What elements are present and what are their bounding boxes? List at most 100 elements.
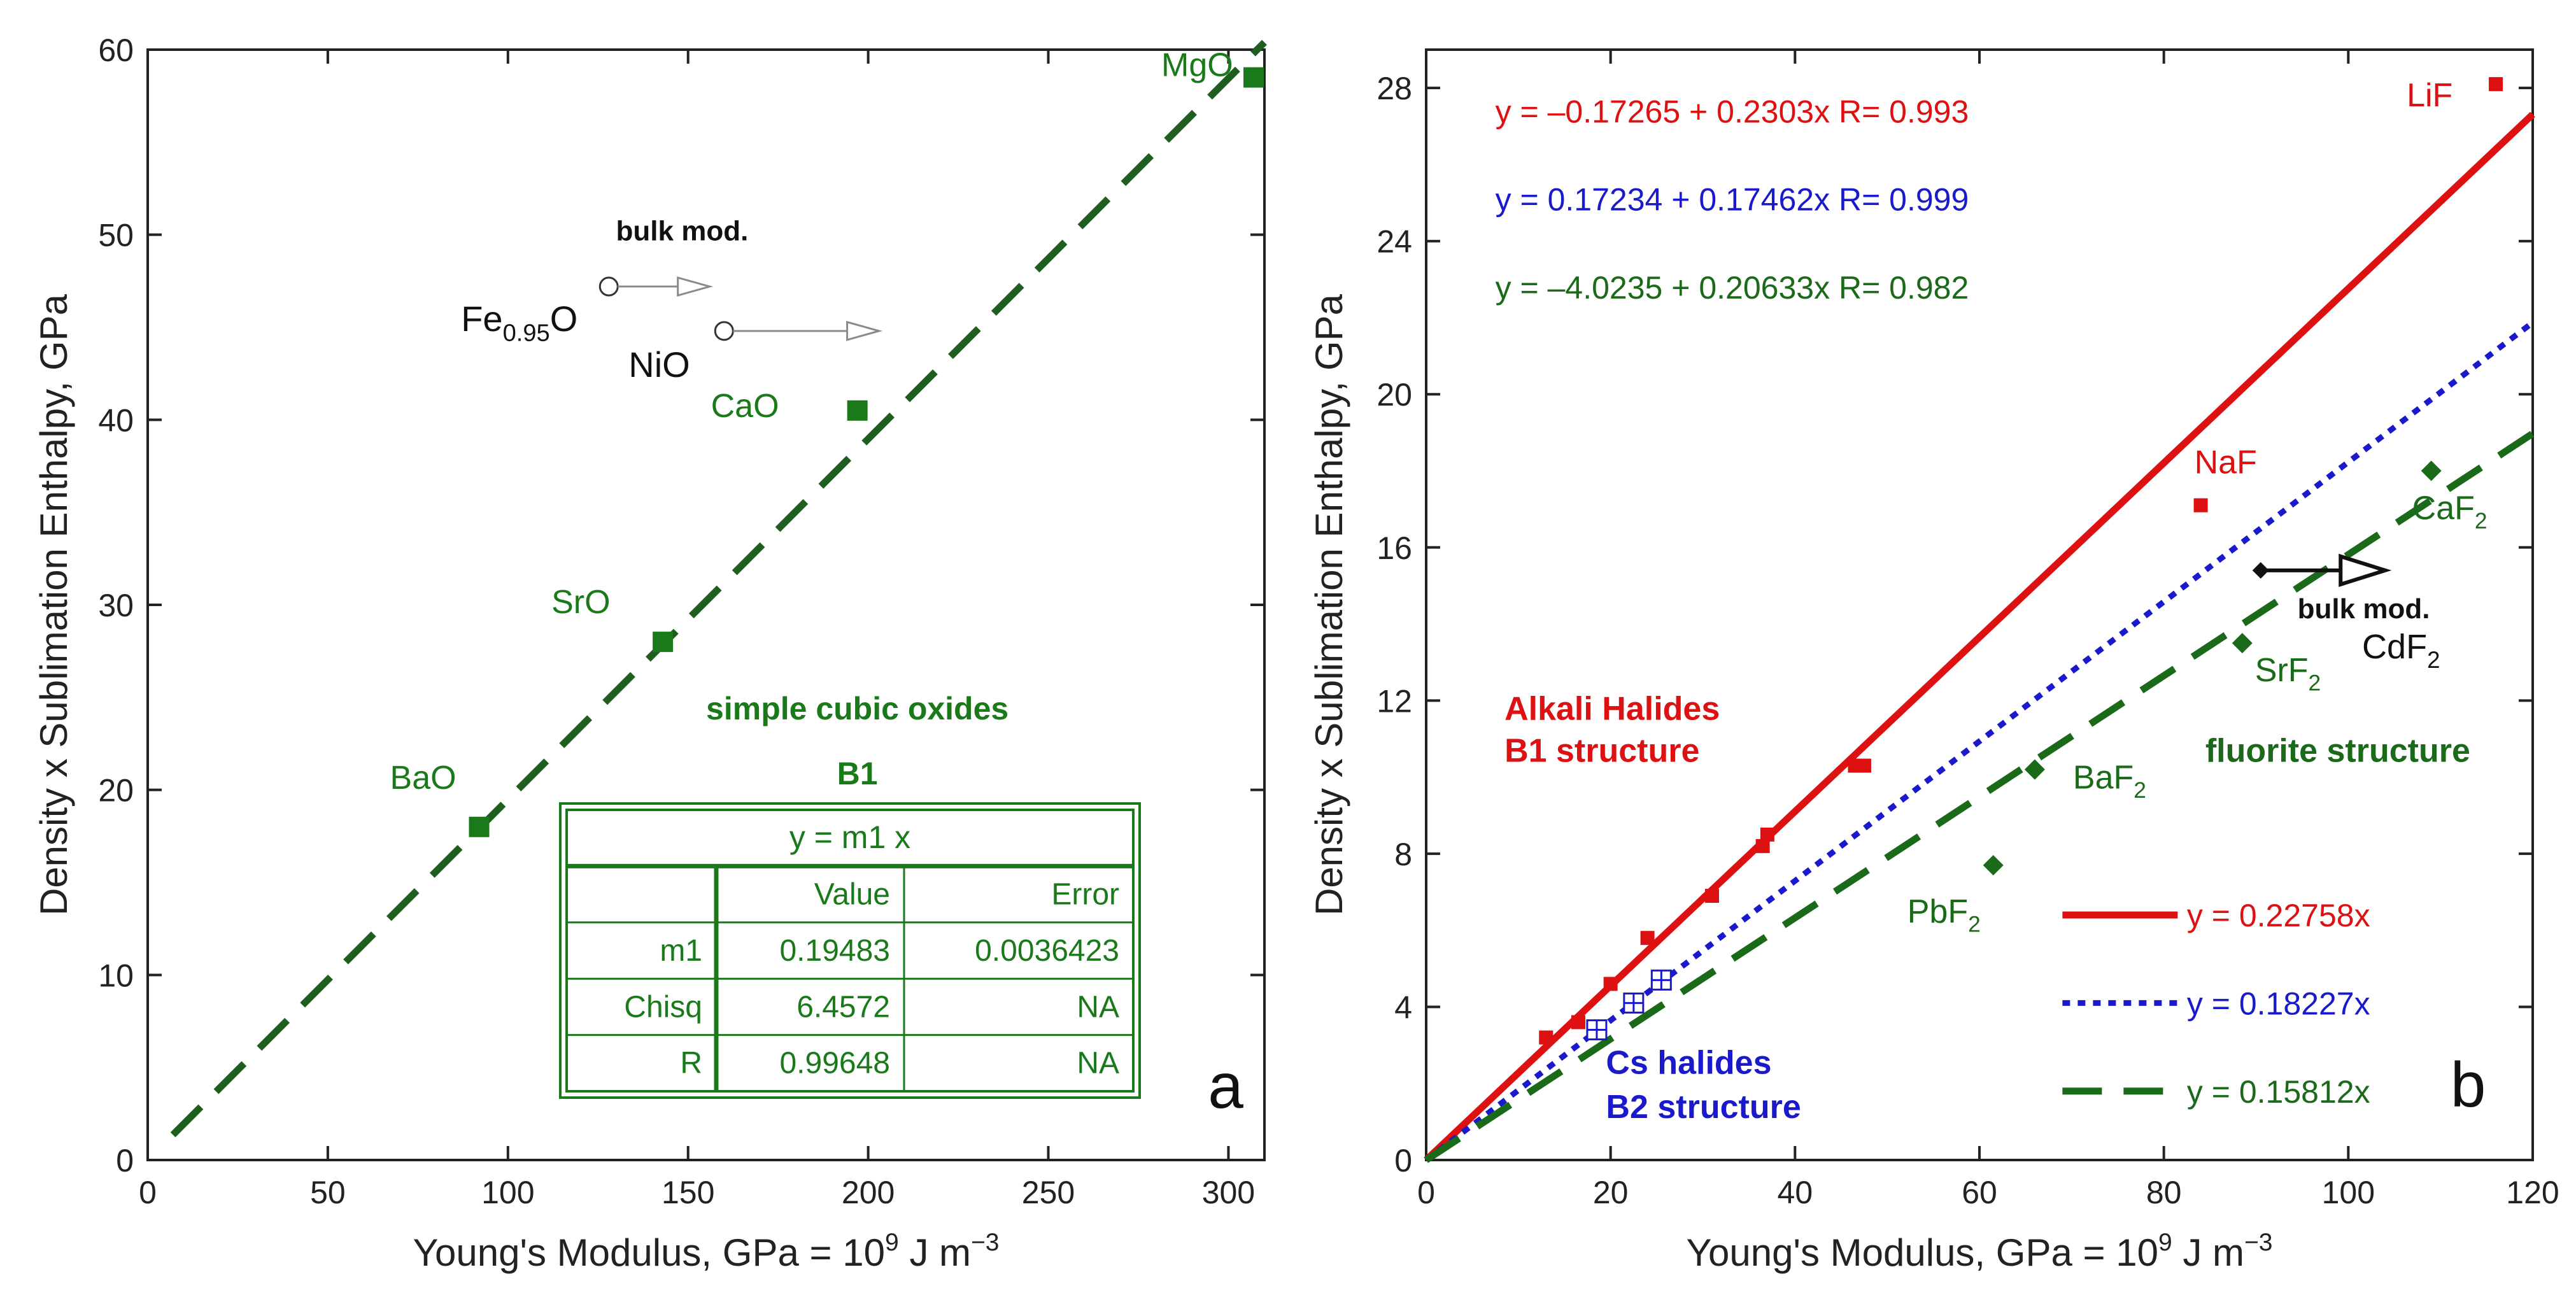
data-point <box>1760 827 1774 842</box>
data-point <box>1586 1019 1608 1041</box>
fit-table-cell: NA <box>1077 1047 1119 1080</box>
data-point <box>1623 992 1645 1014</box>
y-tick-label: 12 <box>1376 683 1412 719</box>
point-label: LiF <box>2407 77 2452 114</box>
y-tick-label: 4 <box>1394 989 1412 1025</box>
y-tick-label: 0 <box>1394 1143 1412 1178</box>
data-point <box>1539 1030 1553 1045</box>
x-axis-label: Young's Modulus, GPa = 109 J m−3 <box>413 1229 1000 1274</box>
data-point <box>1704 889 1719 903</box>
data-point <box>1603 977 1618 991</box>
y-tick-label: 16 <box>1376 530 1412 566</box>
group-title: Alkali Halides <box>1504 690 1720 727</box>
group-title: simple cubic oxides <box>706 691 1008 726</box>
fit-table-cell: 0.0036423 <box>975 934 1119 968</box>
y-tick-label: 20 <box>1376 377 1412 413</box>
data-point <box>1243 67 1264 88</box>
point-label: PbF2 <box>1907 893 1981 937</box>
open-point <box>598 276 619 297</box>
data-point <box>1650 969 1672 991</box>
fit-table-cell: R <box>680 1047 702 1080</box>
legend-label: y = 0.15812x <box>2187 1074 2370 1110</box>
data-point <box>1571 1015 1585 1030</box>
panel-letter: b <box>2451 1049 2486 1121</box>
fit-table-title: y = m1 x <box>789 819 910 855</box>
fit-table-cell: Value <box>814 878 890 912</box>
point-label: SrO <box>551 584 610 621</box>
fit-table-cell: m1 <box>660 934 702 968</box>
data-point <box>1640 931 1655 945</box>
group-title: Cs halides <box>1606 1045 1771 1082</box>
open-point <box>714 321 734 341</box>
x-tick-label: 40 <box>1778 1175 1813 1210</box>
point-label: MgO <box>1161 47 1233 84</box>
bulk-mod-arrowhead <box>846 320 883 341</box>
open-point-label: NiO <box>628 344 690 385</box>
fit-equation: y = –0.17265 + 0.2303x R= 0.993 <box>1496 94 1969 129</box>
y-tick-label: 28 <box>1376 71 1412 106</box>
data-point <box>2421 460 2442 481</box>
data-point <box>2024 759 2045 780</box>
bulk-mod-label: bulk mod. <box>2298 593 2430 625</box>
y-tick-label: 60 <box>98 32 134 68</box>
x-tick-label: 100 <box>481 1175 534 1210</box>
x-tick-label: 120 <box>2506 1175 2559 1210</box>
x-tick-label: 150 <box>662 1175 714 1210</box>
data-point <box>847 400 868 421</box>
y-tick-label: 0 <box>116 1143 134 1178</box>
point-label: CaO <box>711 388 779 425</box>
data-point <box>653 632 674 653</box>
fit-table-cell: 0.99648 <box>779 1047 890 1080</box>
x-tick-label: 60 <box>1962 1175 1997 1210</box>
point-label: CaF2 <box>2412 490 2488 534</box>
group-subtitle: B1 <box>837 756 878 791</box>
x-axis-label: Young's Modulus, GPa = 109 J m−3 <box>1687 1229 2273 1274</box>
point-label: CdF2 <box>2362 628 2440 673</box>
legend-label: y = 0.18227x <box>2187 986 2370 1021</box>
fit-table-inner-frame <box>565 809 1135 1093</box>
fit-table-cell: 0.19483 <box>779 934 890 968</box>
group-subtitle: B2 structure <box>1606 1089 1801 1126</box>
panel-b: 0 20 40 60 80 100 120 0 4 8 12 16 20 24 28 Young's Modu… <box>1308 48 2559 1274</box>
data-point <box>1857 758 1871 773</box>
x-tick-label: 250 <box>1022 1175 1075 1210</box>
legend-label: y = 0.22758x <box>2187 898 2370 933</box>
y-tick-label: 10 <box>98 958 134 993</box>
y-tick-label: 8 <box>1394 837 1412 872</box>
point-label: BaF2 <box>2073 760 2146 803</box>
data-point <box>2232 633 2253 654</box>
x-tick-label: 200 <box>842 1175 895 1210</box>
x-tick-label: 300 <box>1202 1175 1255 1210</box>
fit-table-cell: NA <box>1077 990 1119 1024</box>
fit-equation: y = 0.17234 + 0.17462x R= 0.999 <box>1496 182 1969 218</box>
bulk-mod-label: bulk mod. <box>616 215 749 246</box>
y-tick-label: 24 <box>1376 224 1412 260</box>
fit-table-cell: 6.4572 <box>796 990 890 1024</box>
fit-table-cell: Chisq <box>624 990 702 1024</box>
point-label: BaO <box>390 760 456 796</box>
y-axis-label: Density x Sublimation Enthalpy, GPa <box>32 294 75 916</box>
bulk-mod-arrowhead <box>677 276 714 297</box>
x-tick-label: 80 <box>2146 1175 2182 1210</box>
x-tick-label: 0 <box>139 1175 157 1210</box>
fit-line <box>1424 430 2535 1163</box>
y-tick-label: 20 <box>98 773 134 809</box>
point-label: SrF2 <box>2255 652 2321 696</box>
data-point <box>1755 839 1770 853</box>
data-point <box>2489 77 2503 92</box>
data-point <box>1983 854 2004 875</box>
open-point-label: Fe0.95O <box>461 299 577 347</box>
x-tick-label: 50 <box>310 1175 346 1210</box>
panel-a: 0 50 100 150 200 250 300 0 10 20 30 40 50 60 Young's M… <box>32 32 1267 1274</box>
y-axis-label: Density x Sublimation Enthalpy, GPa <box>1308 294 1350 916</box>
fit-line <box>1424 320 2535 1163</box>
fit-line <box>170 39 1267 1138</box>
group-title: fluorite structure <box>2205 733 2470 770</box>
bulk-mod-arrowhead <box>2339 553 2392 587</box>
y-tick-label: 50 <box>98 218 134 253</box>
group-subtitle: B1 structure <box>1504 733 1699 770</box>
data-point <box>2193 498 2208 513</box>
data-point <box>469 816 490 837</box>
y-tick-label: 30 <box>98 588 134 623</box>
